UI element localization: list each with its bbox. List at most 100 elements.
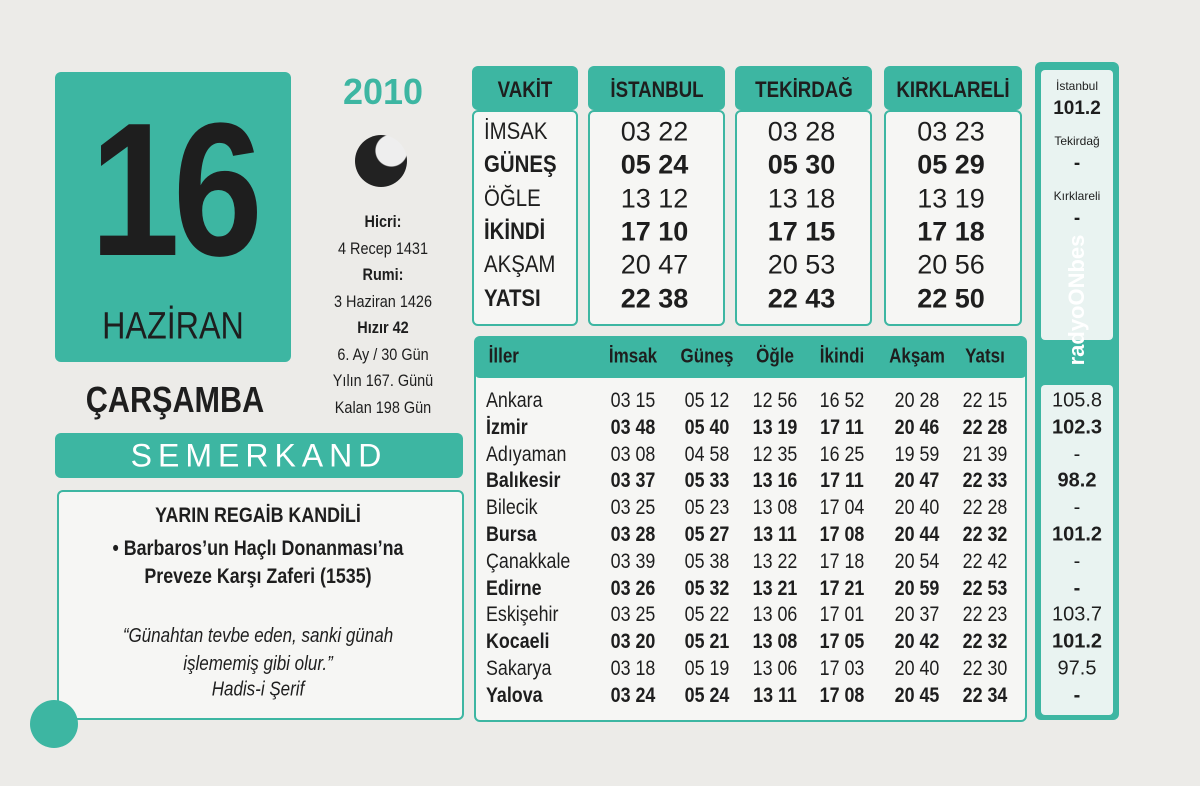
times-column <box>472 110 578 326</box>
note-box <box>57 490 464 720</box>
prayer-name: GÜNEŞ <box>484 151 557 179</box>
cities-header: Yatsı <box>965 345 1005 368</box>
city-time: 13 22 <box>752 549 798 573</box>
radio-freq: - <box>1073 684 1081 707</box>
prayer-time: 05 30 <box>767 149 836 180</box>
city-time: 22 53 <box>962 576 1008 600</box>
city-time: 04 58 <box>684 442 730 466</box>
cities-header: Akşam <box>889 345 945 368</box>
times-header: KIRKLARELİ <box>896 77 1010 102</box>
city-name: Kocaeli <box>486 630 550 654</box>
radio-freq: - <box>1073 208 1081 229</box>
year: 2010 <box>342 71 424 112</box>
cities-header-bar <box>474 336 1027 378</box>
city-time: 03 48 <box>610 415 656 439</box>
city-time: 22 23 <box>962 603 1008 627</box>
city-time: 20 42 <box>894 630 940 654</box>
note-quote: “Günahtan tevbe eden, sanki günah işleme… <box>122 625 394 675</box>
city-time: 22 28 <box>962 496 1008 520</box>
city-time: 03 25 <box>610 603 656 627</box>
prayer-time: 22 43 <box>767 283 836 313</box>
city-time: 20 37 <box>894 603 940 627</box>
radio-logo: radyoONbes <box>1064 234 1089 366</box>
radio-freq: 102.3 <box>1051 416 1103 439</box>
city-time: 20 47 <box>894 469 940 493</box>
note-source: Hadis-i Şerif <box>211 678 305 701</box>
city-name: Ankara <box>486 389 543 412</box>
times-column <box>588 110 725 326</box>
prayer-name: YATSI <box>484 284 541 312</box>
radio-city: İstanbul <box>1055 79 1099 93</box>
city-time: 13 06 <box>752 657 798 680</box>
city-time: 03 08 <box>610 442 656 466</box>
prayer-time: 20 53 <box>767 249 836 280</box>
city-time: 22 30 <box>962 657 1008 680</box>
prayer-time: 13 19 <box>917 183 985 214</box>
prayer-time: 22 38 <box>620 283 689 313</box>
city-time: 13 08 <box>752 496 798 520</box>
city-time: 05 27 <box>684 523 730 546</box>
radio-city: Tekirdağ <box>1054 134 1100 148</box>
city-time: 22 32 <box>962 523 1008 546</box>
city-time: 05 32 <box>684 576 730 600</box>
city-time: 03 26 <box>610 576 656 600</box>
radio-freq: - <box>1073 577 1081 600</box>
prayer-time: 03 22 <box>620 116 689 147</box>
city-time: 05 38 <box>684 549 730 573</box>
city-time: 20 40 <box>894 657 940 680</box>
radio-freq: 101.2 <box>1051 630 1103 653</box>
city-name: İzmir <box>486 415 528 439</box>
city-time: 16 52 <box>819 389 865 412</box>
prayer-time: 13 12 <box>620 183 689 214</box>
times-header: VAKİT <box>497 77 553 102</box>
city-time: 05 22 <box>684 603 730 627</box>
city-time: 22 42 <box>962 549 1008 573</box>
note-title: YARIN REGAİB KANDİLİ <box>155 504 361 527</box>
city-time: 22 32 <box>962 630 1008 654</box>
cities-box <box>474 338 1027 722</box>
prayer-time: 22 50 <box>917 283 985 313</box>
city-time: 20 54 <box>894 549 940 573</box>
city-time: 22 28 <box>962 415 1008 439</box>
city-time: 05 33 <box>684 469 730 493</box>
city-time: 22 33 <box>962 469 1008 493</box>
info-line: 4 Recep 1431 <box>338 238 428 258</box>
info-line: 3 Haziran 1426 <box>333 291 433 311</box>
cities-header: İmsak <box>608 345 658 368</box>
city-time: 22 34 <box>962 683 1008 707</box>
radio-freq: 101.2 <box>1053 98 1101 119</box>
times-header: TEKİRDAĞ <box>754 77 853 102</box>
city-time: 03 20 <box>610 630 656 654</box>
city-time: 22 15 <box>962 389 1008 412</box>
city-time: 03 39 <box>610 549 656 573</box>
times-header-cell <box>588 66 725 110</box>
prayer-name: ÖĞLE <box>484 184 541 212</box>
radio-freq: - <box>1073 443 1081 466</box>
city-name: Adıyaman <box>486 442 567 466</box>
prayer-time: 05 29 <box>917 149 985 180</box>
city-time: 17 11 <box>820 415 864 439</box>
info-line: Rumi: <box>362 265 404 284</box>
city-time: 20 40 <box>894 496 940 520</box>
city-time: 05 21 <box>684 630 730 654</box>
city-time: 17 08 <box>819 523 865 546</box>
city-time: 13 19 <box>752 415 798 439</box>
times-column <box>884 110 1022 326</box>
city-time: 20 59 <box>894 576 940 600</box>
radio-freq: - <box>1073 550 1081 573</box>
times-header-cell <box>884 66 1022 110</box>
info-line: 6. Ay / 30 Gün <box>337 344 429 364</box>
city-time: 20 28 <box>894 389 940 412</box>
city-time: 13 21 <box>752 576 798 600</box>
prayer-time: 13 18 <box>767 183 836 214</box>
city-time: 03 15 <box>610 389 656 412</box>
times-header: İSTANBUL <box>609 77 704 102</box>
city-name: Eskişehir <box>486 603 559 627</box>
logo-mark <box>30 700 78 748</box>
weekday: ÇARŞAMBA <box>85 379 265 420</box>
city-time: 20 45 <box>894 683 940 707</box>
info-line: Hızır 42 <box>357 318 409 337</box>
month: HAZİRAN <box>102 305 244 348</box>
city-time: 17 08 <box>819 683 865 707</box>
prayer-time: 20 56 <box>917 249 985 280</box>
